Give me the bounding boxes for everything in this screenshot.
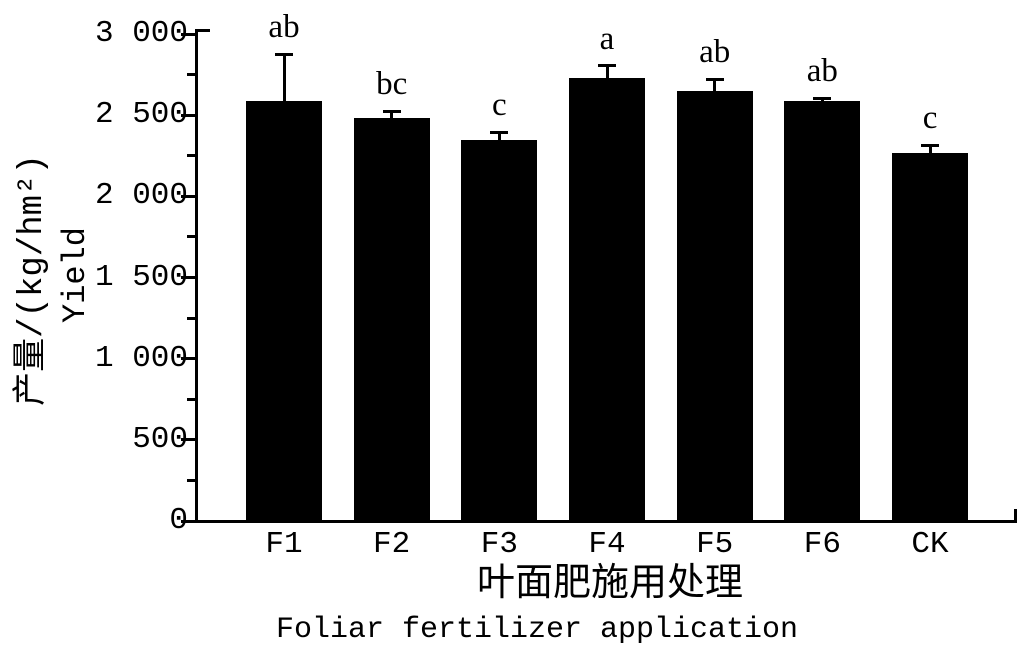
y-major-tick [181,113,195,117]
y-minor-tick [187,478,195,482]
y-minor-tick [187,235,195,239]
x-axis-end-stub [1014,509,1017,523]
x-axis-label-cn: 叶面肥施用处理 [476,564,744,607]
x-tick-label: CK [911,527,949,562]
y-axis-label-cn: 产量/(kg/hm²) [14,154,52,406]
y-tick-label: 0 [169,503,188,538]
x-tick-label: F2 [373,527,411,562]
y-major-tick [181,276,195,279]
error-bar-cap [598,64,616,68]
x-tick-label: F4 [588,527,626,562]
x-tick-label: F3 [480,527,518,562]
y-tick-label: 1 000 [94,340,188,376]
y-major-tick [181,357,195,361]
significance-letter: bc [376,66,408,103]
significance-letter: ab [268,9,300,46]
y-axis-label-en: Yield [57,226,94,324]
significance-letter: c [492,87,507,124]
y-tick-label: 2 500 [94,97,188,133]
y-major-tick [181,194,195,198]
error-bar-cap [921,143,940,147]
significance-letter: ab [699,34,731,71]
error-bar-cap [705,77,724,81]
bar [246,100,322,521]
error-bar-cap [275,52,293,56]
error-bar-stem [390,111,394,121]
y-tick-label: 3 000 [94,16,188,51]
bar [353,118,430,521]
error-bar-stem [497,132,501,142]
y-minor-tick [187,73,195,77]
y-minor-tick [187,397,195,401]
error-bar-cap [490,130,509,134]
y-axis-line [195,29,198,523]
error-bar-stem [605,65,609,80]
y-minor-tick [187,154,195,158]
bar [461,139,538,521]
y-minor-tick [187,316,195,320]
significance-letter: a [599,20,615,57]
y-tick-label: 2 000 [94,178,188,214]
significance-letter: c [922,100,938,137]
bar [892,152,969,521]
error-bar-stem [713,79,717,93]
x-tick-label: F5 [696,527,734,562]
error-bar-cap [382,109,401,113]
y-tick-label: 500 [132,421,188,457]
error-bar-stem [282,54,286,103]
bar [569,77,645,521]
bar [784,101,861,521]
x-axis-line [195,520,1017,523]
significance-letter: ab [806,53,838,90]
x-axis-label-en: Foliar fertilizer application [275,613,799,647]
x-tick-label: F1 [265,527,303,562]
y-axis-top-stub [195,29,210,32]
y-major-tick [181,519,195,523]
y-major-tick [181,32,195,36]
y-tick-label: 1 500 [94,259,188,295]
error-bar-stem [820,98,824,104]
x-tick-label: F6 [803,527,841,562]
error-bar-cap [813,96,832,100]
y-major-tick [181,438,195,442]
bar [676,90,753,521]
error-bar-stem [928,145,932,155]
